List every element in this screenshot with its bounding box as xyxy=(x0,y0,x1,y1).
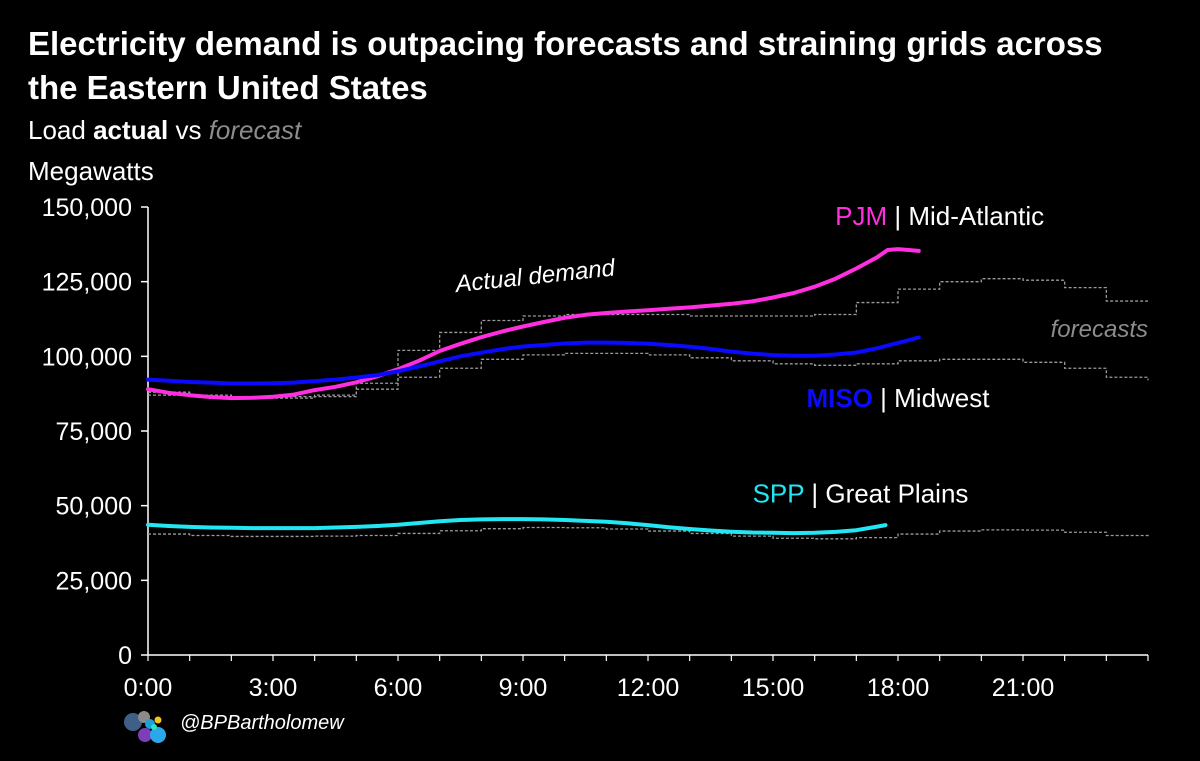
y-tick-label: 50,000 xyxy=(56,493,132,521)
x-tick-label: 9:00 xyxy=(499,674,548,702)
y-tick-label: 150,000 xyxy=(42,194,132,222)
author-logo-icon xyxy=(124,711,166,743)
series-line-pjm xyxy=(146,247,921,401)
series-name: SPP xyxy=(753,479,805,509)
y-tick-label: 100,000 xyxy=(42,343,132,371)
subtitle-forecast: forecast xyxy=(208,115,302,145)
y-tick-label: 125,000 xyxy=(42,269,132,297)
series-name: PJM xyxy=(835,201,887,231)
credit: @BPBartholomew xyxy=(122,708,344,744)
y-axis-label: Megawatts xyxy=(28,156,154,186)
chart-subtitle: Load actual vs forecast xyxy=(28,114,301,146)
subtitle-middle: vs xyxy=(168,115,209,145)
series-region: | Great Plains xyxy=(804,479,968,509)
y-tick-label: 25,000 xyxy=(56,567,132,595)
subtitle-prefix: Load xyxy=(28,115,94,145)
forecast-series-line xyxy=(148,526,1149,540)
x-tick-label: 21:00 xyxy=(992,674,1055,702)
x-tick-label: 12:00 xyxy=(617,674,680,702)
x-tick-label: 18:00 xyxy=(867,674,930,702)
x-tick-label: 6:00 xyxy=(374,674,423,702)
x-tick-label: 0:00 xyxy=(124,674,173,702)
forecasts-annotation: forecasts xyxy=(1051,316,1148,343)
series-line-miso xyxy=(146,335,921,386)
series-region: | Mid-Atlantic xyxy=(887,201,1044,231)
y-tick-label: 75,000 xyxy=(56,418,132,446)
actual-demand-annotation: Actual demand xyxy=(452,254,617,298)
chart-title: Electricity demand is outpacing forecast… xyxy=(28,25,1103,106)
credit-handle: @BPBartholomew xyxy=(180,712,344,734)
subtitle-actual: actual xyxy=(93,115,169,145)
forecast-series-line xyxy=(148,352,1149,399)
x-tick-label: 3:00 xyxy=(249,674,298,702)
y-tick-label: 0 xyxy=(118,642,132,670)
series-label-pjm: PJM | Mid-Atlantic xyxy=(835,201,1044,231)
series-label-spp: SPP | Great Plains xyxy=(753,479,969,509)
x-tick-label: 15:00 xyxy=(742,674,805,702)
series-region: | Midwest xyxy=(873,383,990,413)
series-line-spp xyxy=(146,517,888,536)
forecast-series-line xyxy=(148,278,1148,398)
series-label-miso: MISO | Midwest xyxy=(806,383,990,413)
series-name: MISO xyxy=(806,383,872,413)
